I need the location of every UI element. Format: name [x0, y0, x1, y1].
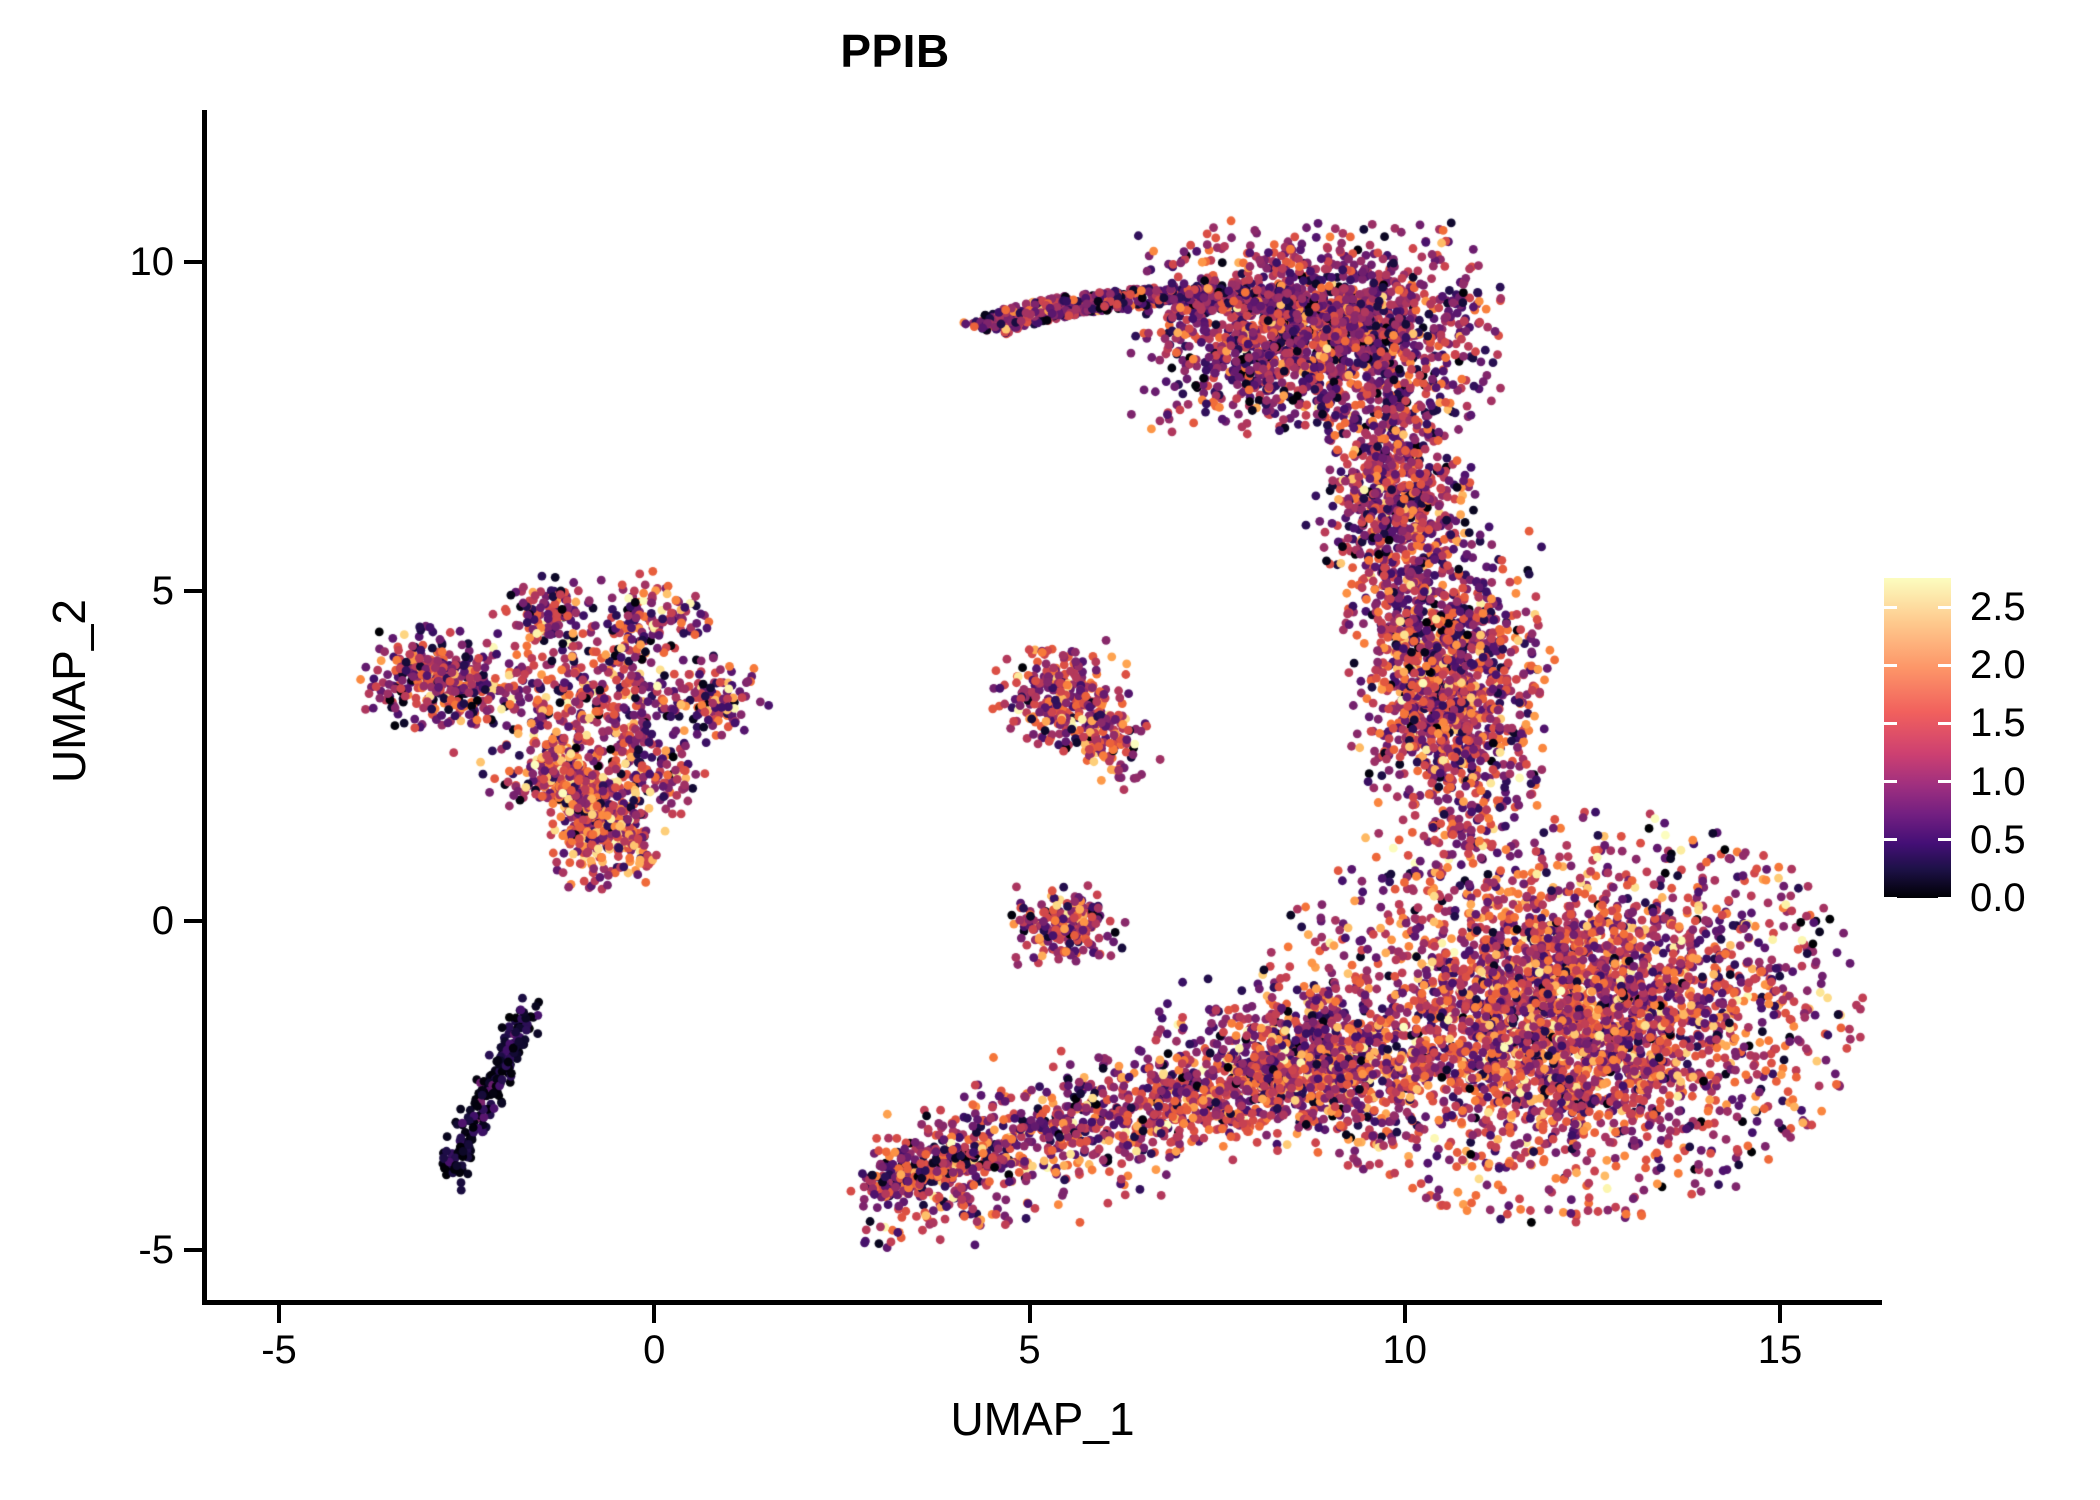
y-tick-label-0: 0: [151, 898, 174, 943]
page-title: PPIB: [840, 25, 950, 77]
y-tick--5: [184, 1248, 202, 1252]
colorbar-tick-1.5: [1938, 721, 1951, 725]
x-tick-label--5: -5: [261, 1328, 297, 1372]
colorbar-label-1.5: 1.5: [1970, 701, 2026, 746]
colorbar-gradient: [1884, 578, 1951, 898]
x-tick-label-15: 15: [1757, 1328, 1803, 1372]
x-axis-line: [202, 1300, 1882, 1305]
x-tick--5: [277, 1305, 281, 1323]
plot-panel: [205, 110, 1880, 1302]
y-tick-label-10: 10: [129, 240, 175, 284]
colorbar-tick-0.5: [1938, 838, 1951, 842]
colorbar-label-2.0: 2.0: [1970, 643, 2026, 688]
x-axis-title: UMAP_1: [950, 1393, 1135, 1445]
y-tick-10: [184, 260, 202, 264]
colorbar-legend: 2.5 2.0 1.5 1.0 0.5 0.0: [1884, 578, 2074, 918]
colorbar-label-0.0: 0.0: [1970, 876, 2026, 920]
x-tick-label-0: 0: [643, 1328, 666, 1372]
y-axis-line: [202, 110, 207, 1305]
colorbar-tick-1.0: [1938, 780, 1951, 784]
colorbar-tick-2.0: [1884, 663, 1897, 667]
x-tick-label-5: 5: [1018, 1328, 1041, 1372]
y-tick-label-5: 5: [151, 569, 174, 614]
x-tick-10: [1402, 1305, 1407, 1323]
colorbar-tick-2.0: [1938, 663, 1951, 667]
x-tick-0: [652, 1305, 657, 1323]
colorbar-tick-2.5: [1938, 605, 1951, 609]
colorbar-tick-0.0: [1938, 896, 1951, 900]
colorbar-tick-2.5: [1884, 605, 1897, 609]
colorbar-tick-0.0: [1884, 896, 1897, 900]
colorbar-label-2.5: 2.5: [1970, 585, 2026, 630]
x-tick-label-10: 10: [1382, 1328, 1428, 1372]
colorbar-tick-1.0: [1884, 780, 1897, 784]
y-axis-title: UMAP_2: [43, 598, 95, 784]
x-tick-5: [1027, 1305, 1032, 1323]
colorbar-tick-1.5: [1884, 721, 1897, 725]
y-tick-5: [184, 589, 202, 594]
x-tick-15: [1778, 1305, 1782, 1323]
colorbar-label-1.0: 1.0: [1970, 759, 2026, 804]
y-tick-label--5: -5: [138, 1228, 174, 1272]
colorbar-tick-0.5: [1884, 838, 1897, 842]
scatter-canvas: [205, 110, 1880, 1302]
colorbar-label-0.5: 0.5: [1970, 817, 2026, 862]
y-tick-0: [184, 918, 202, 923]
